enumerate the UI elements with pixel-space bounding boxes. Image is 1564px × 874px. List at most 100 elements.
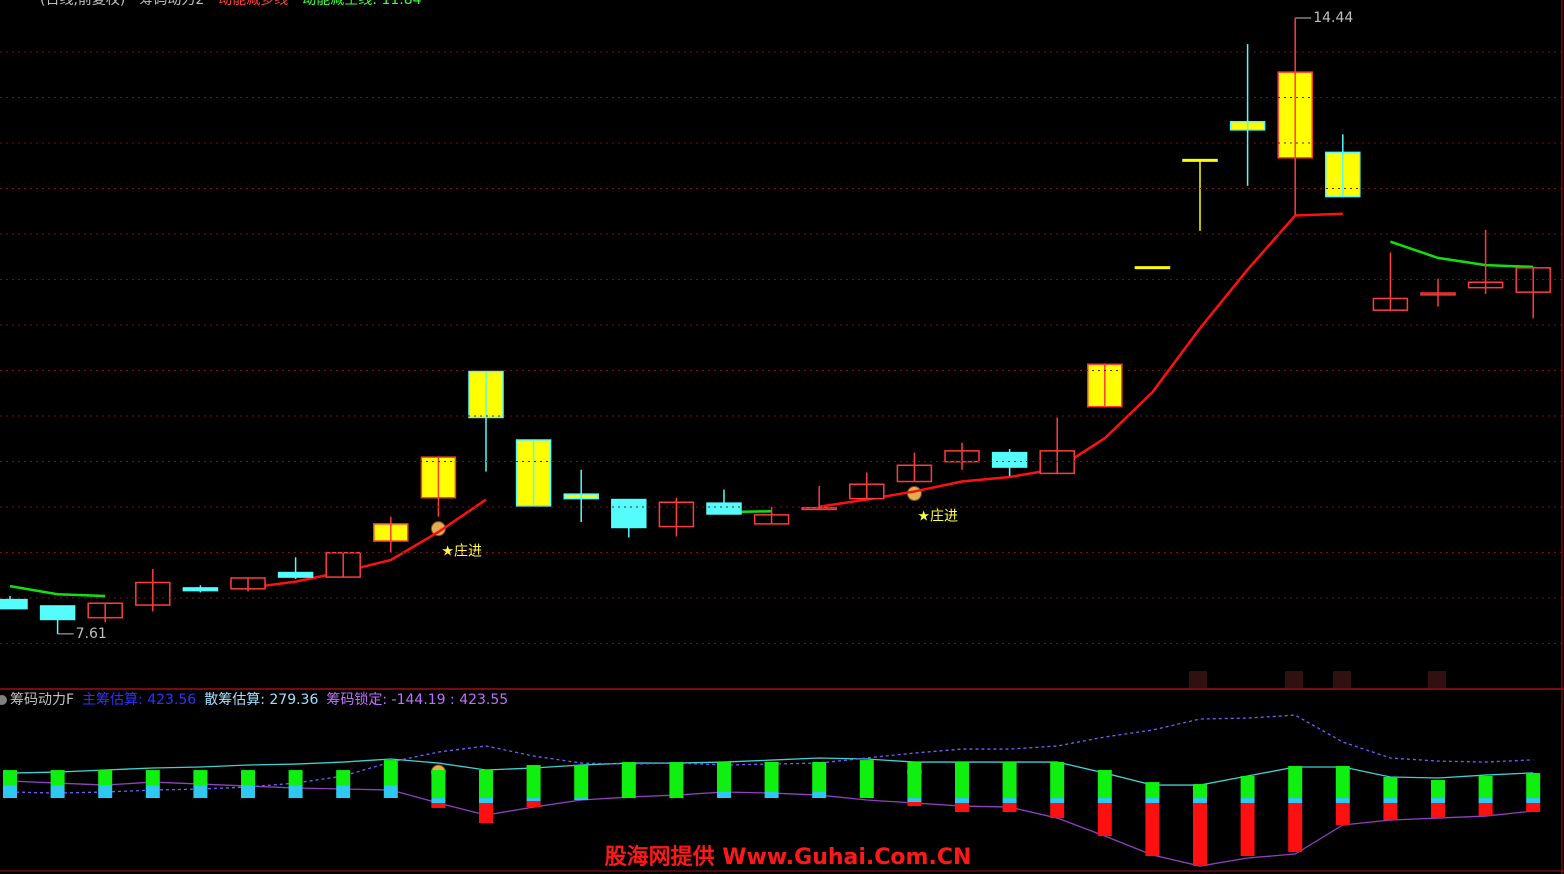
indicator-bar: [1431, 802, 1445, 818]
indicator-bar: [812, 761, 827, 792]
header-item: 动能减空线: 11.84: [302, 0, 421, 8]
indicator-bar: [1145, 798, 1160, 803]
indicator-bar: [1002, 762, 1017, 799]
indicator-bar: [621, 762, 636, 799]
indicator-bar: [1478, 802, 1493, 816]
indicator-line: [9, 757, 1534, 786]
indicator-bar: [1431, 798, 1445, 803]
indicator-bar: [1193, 784, 1207, 799]
indicator-bar: [907, 762, 922, 799]
indicator-bar: [955, 762, 969, 799]
indicator-bar: [764, 791, 779, 799]
indicator-bar: [574, 765, 589, 799]
indicator-bar: [526, 765, 541, 799]
indicator-bar: [1240, 776, 1255, 799]
indicator-line: [9, 240, 1534, 598]
indicator-bar: [1240, 798, 1255, 803]
indicator-bar: [1335, 802, 1350, 825]
indicator-bar: [1478, 776, 1493, 799]
indicator-bar: [1383, 777, 1398, 799]
indicator-bar: [1145, 782, 1160, 799]
indicator-bar: [1288, 802, 1303, 853]
indicator-bar: [336, 770, 351, 786]
signal-label: ★庄进: [441, 543, 482, 560]
tab-button[interactable]: [1189, 671, 1207, 688]
indicator-bar: [3, 770, 17, 786]
indicator-bar: [1431, 780, 1445, 799]
indicator-bar: [383, 785, 398, 799]
indicator-bar: [859, 760, 874, 799]
readout-item: 筹码锁定: -144.19 : 423.55: [326, 691, 508, 708]
readout-item: 筹码动力F: [10, 691, 74, 708]
extreme-label: 7.61: [76, 626, 107, 642]
indicator-bar: [479, 802, 493, 824]
indicator-bar: [1383, 802, 1398, 821]
header-item: 筹码动力2: [139, 0, 204, 8]
indicator-bar: [383, 760, 398, 786]
readout-item: 主筹估算: 423.56: [82, 691, 196, 708]
indicator-bar: [98, 770, 113, 786]
indicator-bar: [526, 798, 541, 802]
readout-item: 散筹估算: 279.36: [204, 691, 318, 708]
header-item: (日线,前复权): [40, 0, 125, 8]
signal-label: ★庄进: [917, 508, 958, 525]
indicator-bar: [431, 769, 446, 799]
panel-icon: [0, 695, 7, 705]
header: (日线,前复权) 筹码动力2 动能减多线 动能减空线: 11.84: [40, 0, 422, 8]
tab-button[interactable]: [1333, 671, 1351, 688]
indicator-bar: [1526, 802, 1541, 813]
candle-body: [0, 598, 28, 610]
indicator-bar: [1050, 798, 1065, 803]
indicator-bar: [193, 785, 208, 799]
indicator-bar: [717, 761, 731, 792]
indicator-bar: [669, 762, 684, 799]
indicator-bar: [1002, 802, 1017, 813]
indicator-bar: [241, 770, 255, 786]
indicator-bar: [1288, 766, 1303, 799]
extreme-label: 14.44: [1313, 10, 1353, 26]
indicator-bar: [1097, 769, 1112, 799]
indicator-bar: [907, 798, 922, 803]
indicator-bar: [1050, 802, 1065, 818]
indicator-bar: [1240, 802, 1255, 857]
indicator-bar: [50, 785, 65, 799]
indicator-bar: [812, 791, 827, 799]
indicator-bar: [241, 785, 255, 799]
watermark: 股海网提供 Www.Guhai.Com.CN: [605, 844, 972, 870]
indicator-bar: [717, 791, 731, 799]
indicator-bar: [479, 798, 493, 803]
indicator-bar: [955, 802, 969, 813]
indicator-bar: [1288, 798, 1303, 803]
indicator-bar: [1335, 766, 1350, 799]
indicator-bar: [431, 798, 446, 803]
indicator-bar: [1526, 773, 1541, 799]
indicator-bar: [193, 770, 208, 786]
indicator-bar: [145, 770, 160, 786]
indicator-bar: [288, 785, 303, 799]
indicator-bar: [1383, 798, 1398, 803]
indicator-bar: [431, 802, 446, 808]
indicator-bar: [1335, 798, 1350, 803]
indicator-bar: [1097, 798, 1112, 803]
indicator-bar: [574, 798, 589, 801]
readout: 筹码动力F 主筹估算: 423.56 散筹估算: 279.36 筹码锁定: -144.…: [10, 691, 508, 708]
indicator-bar: [955, 798, 969, 803]
indicator-bar: [336, 785, 351, 799]
indicator-bar: [1193, 802, 1207, 867]
indicator-bar: [479, 769, 493, 799]
indicator-bar: [3, 785, 17, 799]
indicator-bar: [288, 770, 303, 786]
indicator-bar: [1145, 802, 1160, 857]
indicator-bar: [1002, 798, 1017, 803]
indicator-line: [9, 714, 1534, 794]
indicator-bar: [1526, 798, 1541, 803]
indicator-bar: [764, 761, 779, 792]
indicator-bar: [526, 801, 541, 808]
indicator-bar: [145, 785, 160, 799]
indicator-bar: [1478, 798, 1493, 803]
indicator-bar: [50, 770, 65, 786]
header-item: 动能减多线: [218, 0, 288, 8]
tab-button[interactable]: [1285, 671, 1303, 688]
tab-button[interactable]: [1428, 671, 1446, 688]
